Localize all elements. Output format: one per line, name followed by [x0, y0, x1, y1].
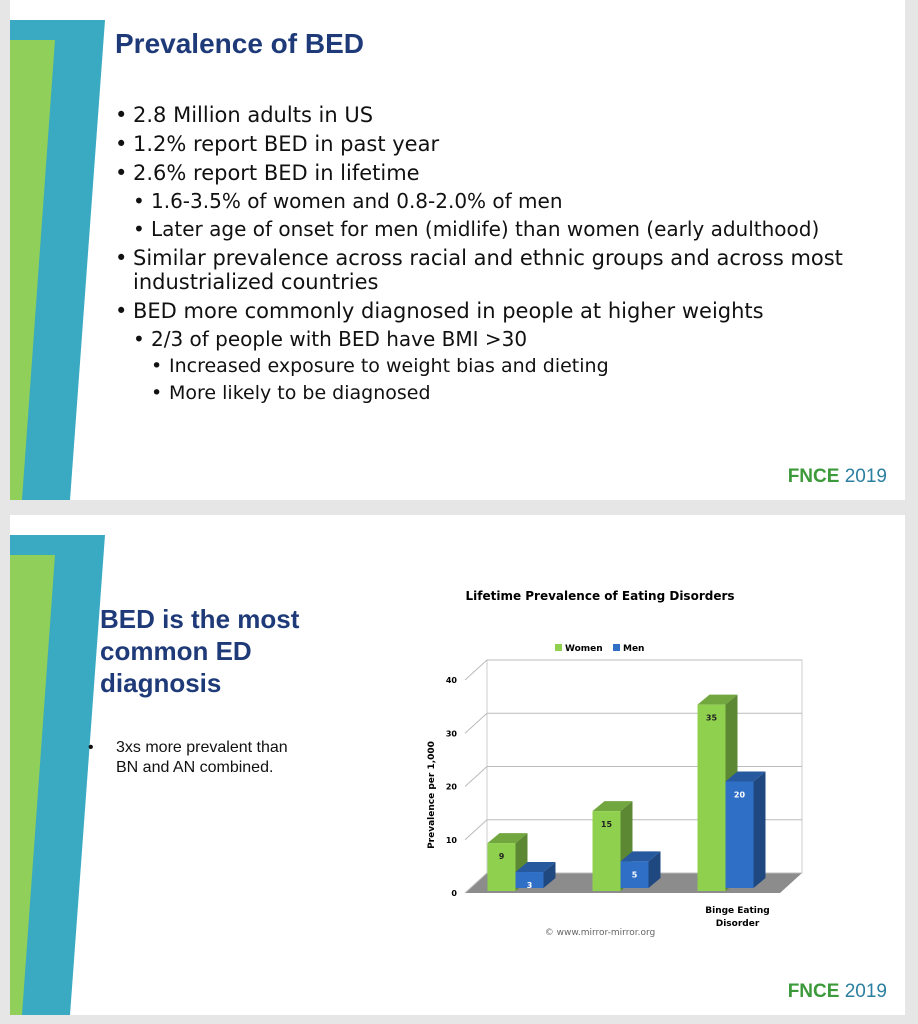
- bar-top: [697, 694, 738, 705]
- y-axis-label: Prevalence per 1,000: [427, 741, 437, 849]
- legend-swatch: [555, 644, 562, 651]
- slide-title: Prevalence of BED: [115, 28, 364, 59]
- bar-top: [620, 851, 661, 862]
- bullet: BED more commonly diagnosed in people at…: [115, 299, 855, 405]
- bar: [487, 843, 516, 891]
- bar-side: [753, 771, 766, 888]
- slide: BED is the most common ED diagnosis 3xs …: [10, 515, 905, 1015]
- bar: [697, 704, 726, 891]
- bullet-text: BED more commonly diagnosed in people at…: [133, 299, 764, 323]
- bar-top: [487, 833, 528, 844]
- legend-label: Men: [623, 644, 644, 654]
- bullet-list: 2.8 Million adults in US 1.2% report BED …: [115, 98, 855, 405]
- grid-line: [464, 872, 802, 894]
- credit: © www.mirror-mirror.org: [545, 928, 655, 938]
- bullet: 1.2% report BED in past year: [115, 132, 855, 156]
- x-tick-label: Binge Eating Disorder: [705, 906, 770, 929]
- grid-line: [464, 766, 802, 787]
- bullet-text: 2.8 Million adults in US: [133, 103, 374, 127]
- grid-line: [464, 712, 802, 734]
- data-label: 3: [527, 881, 533, 890]
- decoration: [10, 535, 105, 1015]
- bullet: 2/3 of people with BED have BMI >30 Incre…: [133, 327, 855, 405]
- slide: Prevalence of BED 2.8 Million adults in …: [10, 0, 905, 500]
- data-label: 5: [632, 870, 638, 879]
- bullet: Similar prevalence across racial and eth…: [115, 246, 855, 294]
- bullet-text: 2/3 of people with BED have BMI >30: [151, 327, 528, 351]
- bullet-text: 1.6-3.5% of women and 0.8-2.0% of men: [151, 189, 563, 213]
- slide-title: BED is the most common ED diagnosis: [100, 604, 300, 698]
- bullet: 2.6% report BED in lifetime 1.6-3.5% of w…: [115, 161, 855, 241]
- bar: [620, 861, 649, 888]
- logo-name: FNCE: [787, 981, 840, 1002]
- bar: [725, 781, 754, 888]
- bar-top: [592, 801, 633, 812]
- logo-year: 2019: [844, 466, 887, 487]
- bullet-text: Later age of onset for men (midlife) tha…: [151, 217, 820, 241]
- bullet-text: Similar prevalence across racial and eth…: [133, 246, 843, 294]
- bullet: 2.8 Million adults in US: [115, 103, 855, 127]
- bar-side: [648, 851, 661, 888]
- bullet-text: Increased exposure to weight bias and di…: [169, 355, 609, 377]
- y-tick-label: 0: [451, 889, 457, 898]
- bullet: 3xs more prevalent than BN and AN combin…: [88, 738, 303, 778]
- bullet: 1.6-3.5% of women and 0.8-2.0% of men: [133, 189, 855, 213]
- bullet: Increased exposure to weight bias and di…: [151, 354, 855, 378]
- chart-title: Lifetime Prevalence of Eating Disorders: [465, 589, 734, 603]
- logo: FNCE 2019: [788, 466, 887, 488]
- bullet: Later age of onset for men (midlife) tha…: [133, 217, 855, 241]
- grid-line: [464, 659, 802, 681]
- data-label: 15: [601, 820, 613, 829]
- bullet-text: 1.2% report BED in past year: [133, 132, 440, 156]
- bar-top: [515, 862, 556, 873]
- chart: Lifetime Prevalence of Eating Disorders …: [427, 589, 803, 938]
- bullet: More likely to be diagnosed: [151, 381, 855, 405]
- logo-year: 2019: [844, 981, 887, 1002]
- logo: FNCE 2019: [788, 981, 887, 1003]
- logo-name: FNCE: [787, 466, 840, 487]
- bullet-list: 3xs more prevalent than BN and AN combin…: [88, 733, 303, 778]
- bar: [592, 811, 621, 891]
- data-label: 9: [499, 852, 505, 861]
- bar-side: [543, 862, 556, 888]
- y-tick-label: 40: [446, 676, 458, 685]
- bar-top: [725, 771, 766, 782]
- bullet-text: 3xs more prevalent than BN and AN combin…: [116, 739, 288, 776]
- legend-swatch: [613, 644, 620, 651]
- legend-label: Women: [565, 644, 603, 654]
- grid-line: [464, 819, 802, 841]
- data-label: 35: [706, 714, 718, 723]
- y-tick-label: 30: [446, 729, 458, 738]
- y-tick-label: 10: [446, 836, 458, 845]
- decoration: [10, 20, 105, 500]
- bullet-text: 2.6% report BED in lifetime: [133, 161, 420, 185]
- bullet-text: More likely to be diagnosed: [169, 382, 431, 404]
- data-label: 20: [734, 791, 746, 800]
- y-tick-label: 20: [446, 783, 458, 792]
- bar: [515, 872, 544, 888]
